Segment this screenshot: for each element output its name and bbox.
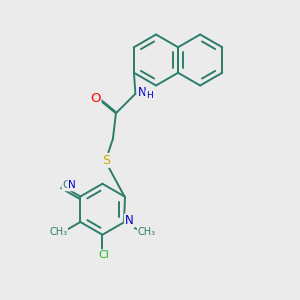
Text: S: S: [102, 154, 110, 167]
Text: Cl: Cl: [98, 250, 109, 260]
Text: C: C: [62, 180, 70, 190]
Text: O: O: [90, 92, 101, 105]
Text: N: N: [138, 86, 146, 99]
Text: H: H: [146, 91, 153, 100]
Text: N: N: [68, 180, 76, 190]
Text: CH₃: CH₃: [49, 227, 67, 237]
Text: N: N: [125, 214, 134, 227]
Text: CH₃: CH₃: [138, 227, 156, 237]
